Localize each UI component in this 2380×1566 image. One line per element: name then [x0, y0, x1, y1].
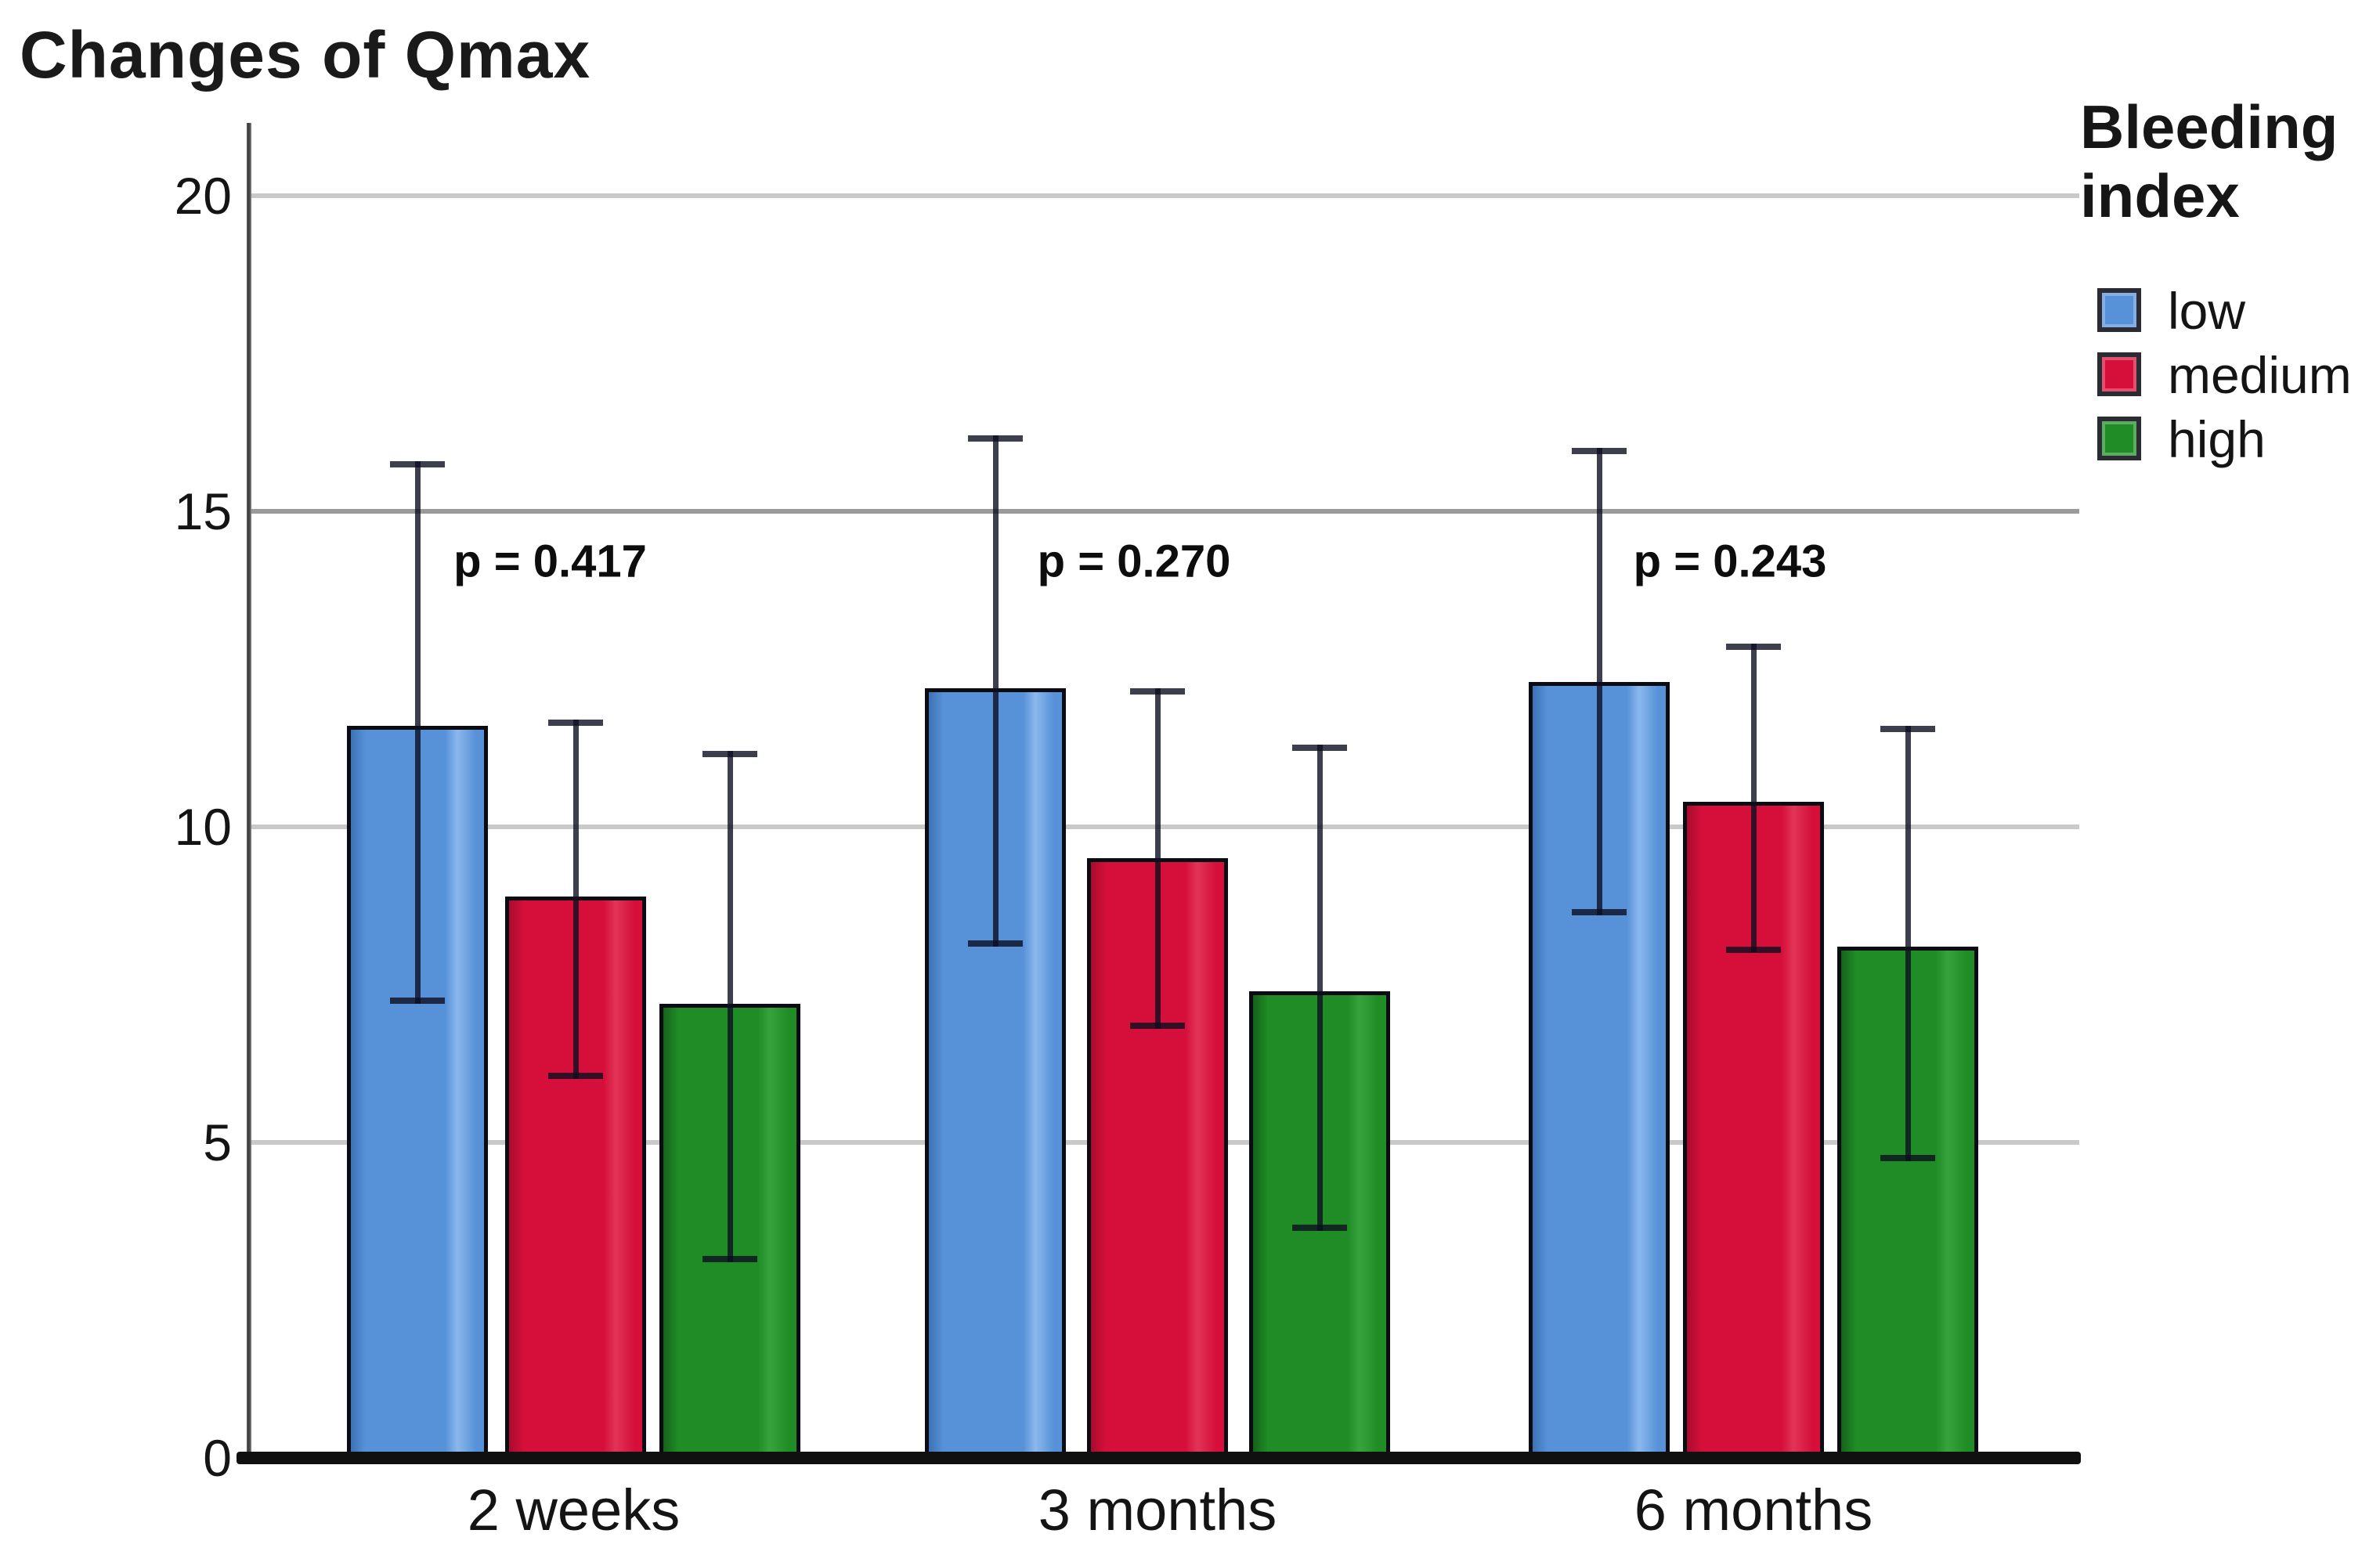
error-bar-cap-top	[1726, 644, 1781, 651]
error-bar-line	[1905, 726, 1911, 1162]
legend-swatch-medium	[2097, 352, 2141, 396]
gridline-20	[249, 193, 2079, 198]
gridline-15	[249, 509, 2079, 514]
p-value-label-3: p = 0.243	[1633, 536, 1827, 587]
y-tick-label-5: 5	[203, 1113, 232, 1171]
error-bar-medium-2	[1130, 687, 1185, 1029]
error-bar-cap-top	[1292, 745, 1347, 752]
error-bar-cap-bottom	[548, 1073, 603, 1080]
error-bar-cap-bottom	[1130, 1022, 1185, 1029]
legend-label-high: high	[2168, 410, 2266, 468]
error-bar-cap-bottom	[390, 997, 445, 1004]
x-category-label-1: 2 weeks	[467, 1478, 681, 1543]
legend-entry-low: low	[2097, 282, 2379, 340]
y-tick-label-10: 10	[174, 798, 232, 856]
y-axis-line	[247, 123, 251, 1458]
error-bar-line	[727, 751, 733, 1263]
error-bar-line	[1596, 448, 1602, 915]
error-bar-cap-bottom	[968, 940, 1023, 947]
error-bar-line	[572, 719, 579, 1080]
legend-entry-medium: medium	[2097, 346, 2379, 404]
error-bar-cap-bottom	[1292, 1224, 1347, 1231]
error-bar-cap-top	[968, 435, 1023, 442]
x-category-label-2: 3 months	[1038, 1478, 1277, 1543]
error-bar-cap-top	[390, 460, 445, 467]
chart-title: Changes of Qmax	[20, 18, 591, 92]
error-bar-medium-3	[1726, 644, 1781, 954]
legend-swatch-low	[2097, 288, 2141, 332]
legend-label-low: low	[2168, 282, 2246, 340]
error-bar-line	[1750, 644, 1757, 954]
p-value-label-2: p = 0.270	[1037, 536, 1231, 587]
error-bar-high-2	[1292, 745, 1347, 1231]
legend-swatch-high	[2097, 417, 2141, 460]
legend-label-medium: medium	[2168, 346, 2352, 404]
error-bar-low-3	[1572, 448, 1627, 915]
error-bar-cap-top	[548, 719, 603, 726]
error-bar-line	[992, 435, 999, 947]
error-bar-line	[1316, 745, 1323, 1231]
y-tick-label-0: 0	[203, 1429, 232, 1487]
error-bar-cap-top	[702, 751, 757, 758]
error-bar-line	[414, 460, 421, 1004]
y-tick-label-20: 20	[174, 167, 232, 225]
error-bar-cap-top	[1572, 448, 1627, 455]
error-bar-low-1	[390, 460, 445, 1004]
x-category-label-3: 6 months	[1634, 1478, 1873, 1543]
bar-low-3	[1529, 681, 1670, 1458]
error-bar-cap-bottom	[702, 1256, 757, 1263]
bar-high-3	[1837, 947, 1978, 1458]
error-bar-cap-bottom	[1572, 908, 1627, 915]
legend-title: Bleeding index	[2080, 92, 2338, 230]
x-axis-line	[237, 1452, 2081, 1464]
p-value-label-1: p = 0.417	[453, 536, 647, 587]
error-bar-cap-bottom	[1880, 1155, 1935, 1162]
error-bar-medium-1	[548, 719, 603, 1080]
error-bar-high-3	[1880, 726, 1935, 1162]
error-bar-low-2	[968, 435, 1023, 947]
error-bar-line	[1154, 687, 1161, 1029]
error-bar-high-1	[702, 751, 757, 1263]
error-bar-cap-bottom	[1726, 947, 1781, 954]
error-bar-cap-top	[1130, 687, 1185, 695]
legend-entry-high: high	[2097, 410, 2379, 468]
y-tick-label-15: 15	[174, 482, 232, 540]
error-bar-cap-top	[1880, 726, 1935, 733]
gridline-10	[249, 824, 2079, 829]
